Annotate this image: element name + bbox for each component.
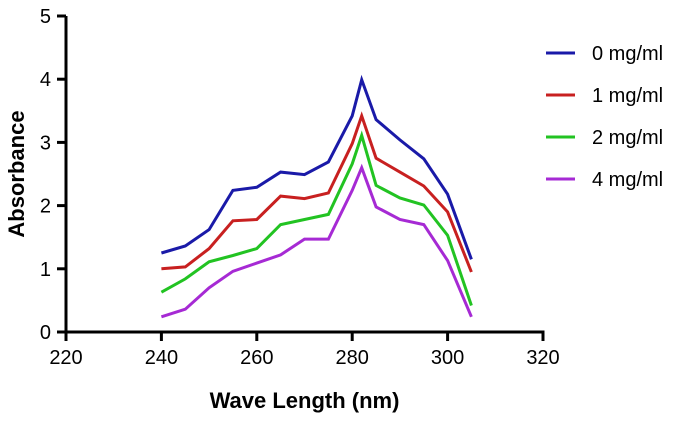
legend-item: 1 mg/ml (546, 85, 663, 107)
y-tick-label: 2 (40, 196, 51, 218)
legend-label: 1 mg/ml (592, 85, 663, 107)
legend-label: 4 mg/ml (592, 169, 663, 191)
x-tick-label: 220 (49, 347, 82, 369)
y-tick-label: 1 (40, 259, 51, 281)
y-tick-label: 0 (40, 322, 51, 344)
y-tick-label: 5 (40, 6, 51, 28)
series-line-1-mg-ml (161, 111, 473, 273)
y-tick-label: 3 (40, 132, 51, 154)
x-axis-title: Wave Length (nm) (210, 388, 400, 413)
x-tick-label: 260 (240, 347, 273, 369)
legend: 0 mg/ml 1 mg/ml 2 mg/ml 4 mg/ml (546, 43, 663, 191)
x-tick-label: 240 (145, 347, 178, 369)
y-axis-title: Absorbance (4, 110, 29, 237)
series-line-2-mg-ml (160, 130, 473, 306)
series-lines (160, 74, 473, 319)
legend-label: 0 mg/ml (592, 43, 663, 65)
legend-item: 2 mg/ml (546, 127, 663, 149)
series-line-4-mg-ml (160, 163, 473, 319)
series-line-0-mg-ml (160, 74, 473, 260)
x-tick-label: 280 (336, 347, 369, 369)
legend-item: 4 mg/ml (546, 169, 663, 191)
legend-item: 0 mg/ml (546, 43, 663, 65)
x-tick-label: 300 (431, 347, 464, 369)
legend-label: 2 mg/ml (592, 127, 663, 149)
y-tick-label: 4 (40, 69, 51, 91)
x-tick-label: 320 (526, 347, 559, 369)
axes: 0 1 2 3 4 5 220 240 260 280 300 320 (40, 6, 560, 369)
